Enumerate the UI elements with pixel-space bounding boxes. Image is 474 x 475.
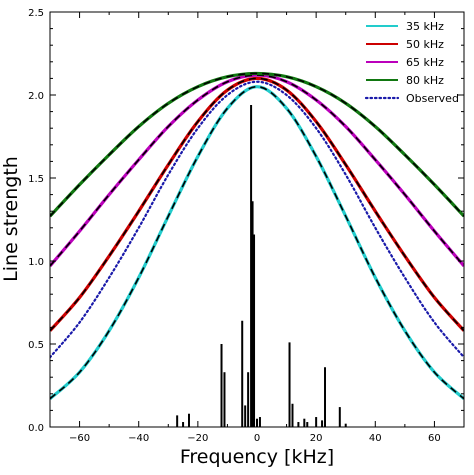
stick-spectrum: [176, 104, 347, 427]
x-tick-label: −60: [69, 433, 90, 444]
series-line-80-khz: [50, 71, 464, 218]
x-tick-label: 60: [428, 433, 441, 444]
x-tick-label: −40: [128, 433, 149, 444]
model-overlay-80-khz: [50, 72, 464, 217]
y-tick-label: 2.5: [28, 8, 44, 19]
model-overlay-65-khz: [50, 74, 464, 267]
legend-label-50-khz: 50 kHz: [406, 38, 444, 51]
legend-label-65-khz: 65 kHz: [406, 56, 444, 69]
axis-ticks: −60 −40 −20 0 20 40 60 0.0 0.5 1.0 1.5 2.0 2.5: [28, 8, 465, 444]
x-tick-label: −20: [187, 433, 208, 444]
legend-label-80-khz: 80 kHz: [406, 74, 444, 87]
x-axis-label: Frequency [kHz]: [180, 446, 334, 468]
x-tick-label: 20: [310, 433, 323, 444]
x-tick-label: 40: [369, 433, 382, 444]
y-tick-label: 1.5: [28, 174, 44, 185]
legend-label-observed: Observed: [406, 92, 459, 105]
series-line-35-khz: [50, 85, 464, 400]
x-tick-label: 0: [254, 433, 260, 444]
y-tick-label: 0.5: [28, 340, 44, 351]
legend-label-35-khz: 35 kHz: [406, 20, 444, 33]
y-tick-label: 0.0: [28, 423, 44, 434]
legend: 35 kHz 50 kHz 65 kHz 80 kHz Observed: [364, 20, 459, 105]
series-line-65-khz: [50, 73, 464, 268]
series-line-50-khz: [50, 76, 464, 332]
y-axis-label: Line strength: [0, 156, 22, 282]
y-tick-label: 2.0: [28, 91, 44, 102]
model-overlay-35-khz: [50, 85, 464, 400]
series-line-observed: [50, 80, 464, 359]
model-overlay-50-khz: [50, 77, 464, 332]
y-tick-label: 1.0: [28, 257, 44, 268]
curves-layer: [50, 71, 464, 400]
